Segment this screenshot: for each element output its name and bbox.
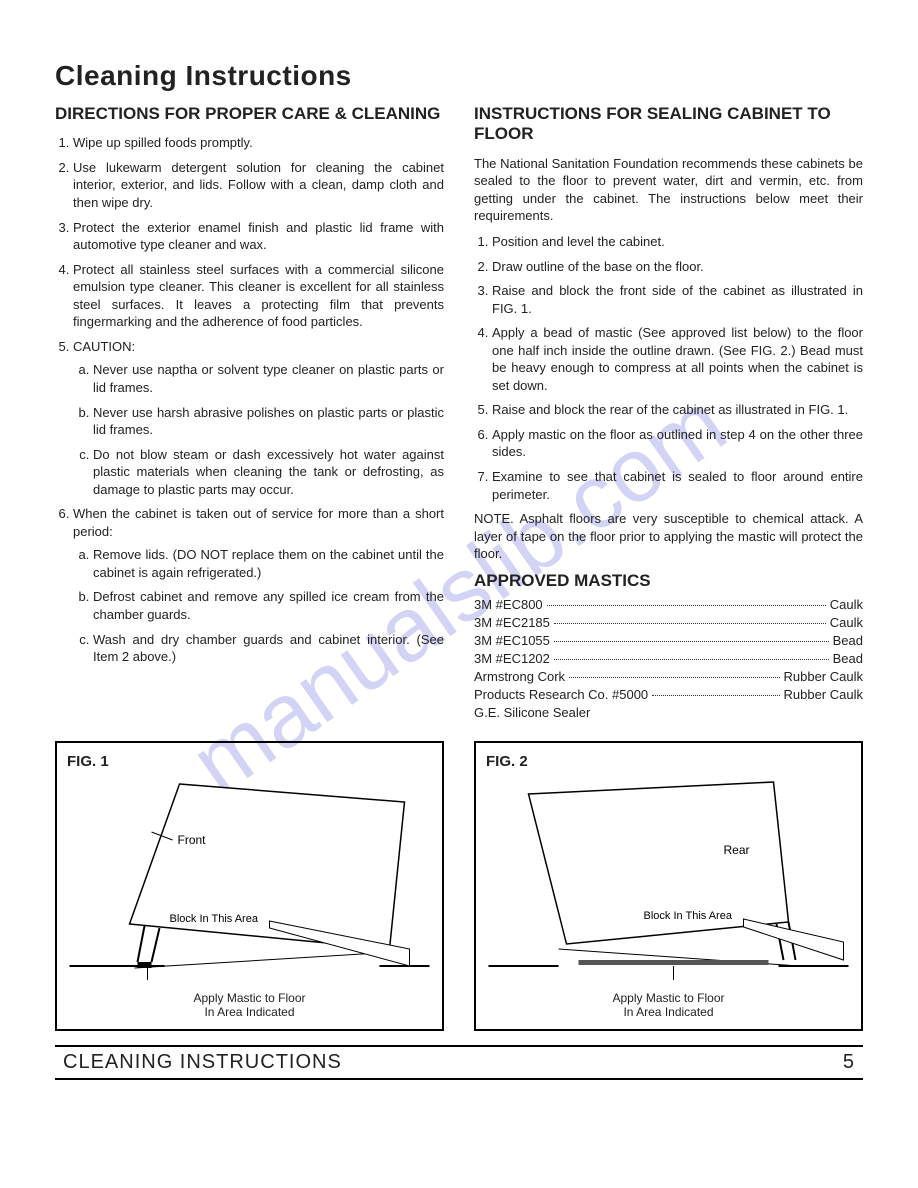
two-column-layout: DIRECTIONS FOR PROPER CARE & CLEANING Wi… [55,104,863,723]
fig2-diagram: Rear Block In This Area [486,774,851,984]
fig1-front-text: Front [178,833,207,847]
fig1-leg [138,926,145,962]
fig2-caption-line1: Apply Mastic to Floor [612,991,724,1005]
fig2-mastic-bar [579,960,769,965]
mastic-name: 3M #EC2185 [474,615,550,630]
fig1-block [138,962,152,968]
care-item: Protect all stainless steel surfaces wit… [73,261,444,331]
caution-subitem: Never use harsh abrasive polishes on pla… [93,404,444,439]
fig1-caption-line2: In Area Indicated [204,1005,294,1019]
fig2-label: FIG. 2 [486,753,851,770]
mastic-type: Bead [833,651,863,666]
fig1-block-text: Block In This Area [170,913,259,925]
service-subitem: Wash and dry chamber guards and cabinet … [93,631,444,666]
mastic-name: G.E. Silicone Sealer [474,705,590,720]
mastic-dots [554,659,829,660]
service-subitem: Defrost cabinet and remove any spilled i… [93,588,444,623]
right-column: INSTRUCTIONS FOR SEALING CABINET TO FLOO… [474,104,863,723]
mastic-type: Bead [833,633,863,648]
mastic-dots [554,623,826,624]
mastic-name: 3M #EC1202 [474,651,550,666]
left-column: DIRECTIONS FOR PROPER CARE & CLEANING Wi… [55,104,444,723]
fig1-caption-line1: Apply Mastic to Floor [193,991,305,1005]
mastic-type: Caulk [830,597,863,612]
footer-left: CLEANING INSTRUCTIONS [63,1051,342,1074]
mastic-row: 3M #EC2185 Caulk [474,615,863,630]
caution-sublist: Never use naptha or solvent type cleaner… [73,361,444,498]
mastic-name: 3M #EC800 [474,597,543,612]
main-title: Cleaning Instructions [55,60,863,92]
mastic-row: Products Research Co. #5000 Rubber Caulk [474,687,863,702]
caution-subitem: Never use naptha or solvent type cleaner… [93,361,444,396]
sealing-note: NOTE. Asphalt floors are very susceptibl… [474,510,863,563]
left-section-title: DIRECTIONS FOR PROPER CARE & CLEANING [55,104,444,124]
page-content: Cleaning Instructions DIRECTIONS FOR PRO… [55,60,863,1080]
figure-2: FIG. 2 Rear Block In This Area Apply Mas… [474,741,863,1031]
fig1-label: FIG. 1 [67,753,432,770]
caution-label: CAUTION: [73,339,135,354]
sealing-item: Apply mastic on the floor as outlined in… [492,426,863,461]
mastic-dots [547,605,826,606]
care-item: Protect the exterior enamel finish and p… [73,219,444,254]
sealing-item: Raise and block the rear of the cabinet … [492,401,863,419]
mastic-dots [652,695,779,696]
mastic-dots [569,677,779,678]
sealing-list: Position and level the cabinet. Draw out… [474,233,863,503]
care-item: CAUTION: Never use naptha or solvent typ… [73,338,444,498]
sealing-item: Raise and block the front side of the ca… [492,282,863,317]
mastic-name: 3M #EC1055 [474,633,550,648]
mastic-row: Armstrong Cork Rubber Caulk [474,669,863,684]
out-of-service-label: When the cabinet is taken out of service… [73,506,444,539]
mastics-list: 3M #EC800 Caulk 3M #EC2185 Caulk 3M #EC1… [474,597,863,720]
service-sublist: Remove lids. (DO NOT replace them on the… [73,546,444,665]
fig2-caption-line2: In Area Indicated [623,1005,713,1019]
mastic-name: Armstrong Cork [474,669,565,684]
care-item: When the cabinet is taken out of service… [73,505,444,665]
service-subitem: Remove lids. (DO NOT replace them on the… [93,546,444,581]
mastic-row: 3M #EC800 Caulk [474,597,863,612]
caution-subitem: Do not blow steam or dash excessively ho… [93,446,444,499]
mastic-dots [554,641,829,642]
sealing-item: Draw outline of the base on the floor. [492,258,863,276]
fig2-rear-text: Rear [724,843,750,857]
fig2-block-text: Block In This Area [644,910,733,922]
care-item: Wipe up spilled foods promptly. [73,134,444,152]
footer-bar: CLEANING INSTRUCTIONS 5 [55,1045,863,1080]
fig1-diagram: Front Block In This Area [67,774,432,984]
figures-row: FIG. 1 Front Block In This Area Apply Ma… [55,741,863,1031]
figure-1: FIG. 1 Front Block In This Area Apply Ma… [55,741,444,1031]
mastics-title: APPROVED MASTICS [474,571,863,591]
sealing-item: Apply a bead of mastic (See approved lis… [492,324,863,394]
sealing-intro: The National Sanitation Foundation recom… [474,155,863,225]
mastic-row: G.E. Silicone Sealer [474,705,863,720]
fig1-base-line [135,952,395,968]
fig1-leg [152,928,160,962]
mastic-type: Rubber Caulk [784,687,864,702]
sealing-item: Position and level the cabinet. [492,233,863,251]
mastic-type: Caulk [830,615,863,630]
mastic-name: Products Research Co. #5000 [474,687,648,702]
mastic-row: 3M #EC1055 Bead [474,633,863,648]
footer-page-number: 5 [843,1051,855,1074]
right-section-title: INSTRUCTIONS FOR SEALING CABINET TO FLOO… [474,104,863,145]
mastic-row: 3M #EC1202 Bead [474,651,863,666]
care-item: Use lukewarm detergent solution for clea… [73,159,444,212]
care-list: Wipe up spilled foods promptly. Use luke… [55,134,444,665]
sealing-item: Examine to see that cabinet is sealed to… [492,468,863,503]
fig2-caption: Apply Mastic to Floor In Area Indicated [486,991,851,1020]
fig1-caption: Apply Mastic to Floor In Area Indicated [67,991,432,1020]
mastic-type: Rubber Caulk [784,669,864,684]
